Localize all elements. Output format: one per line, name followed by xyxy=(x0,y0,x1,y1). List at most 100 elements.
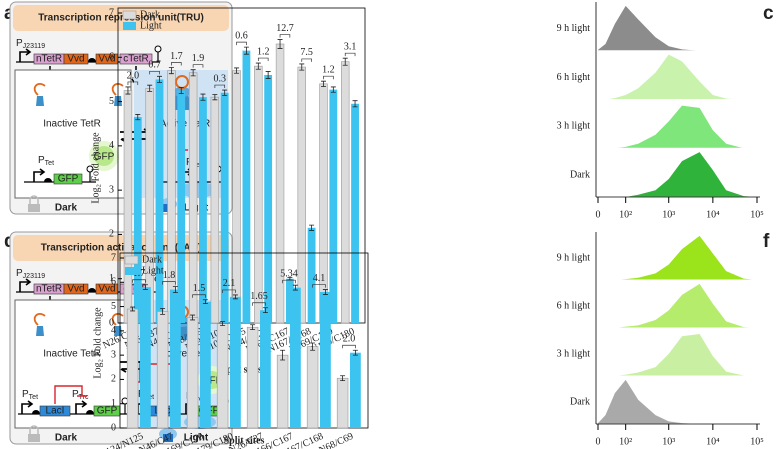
error-bar xyxy=(322,289,328,295)
y-tick-label: 1 xyxy=(109,273,114,284)
histogram xyxy=(598,235,757,280)
y-tick-label: 3 xyxy=(109,184,114,195)
promoter-arrow xyxy=(75,400,88,414)
gene-label: nTetR xyxy=(36,284,62,295)
row-label: 3 h light xyxy=(557,121,591,132)
bar xyxy=(329,89,338,323)
bar xyxy=(123,90,133,324)
bar xyxy=(285,278,294,323)
bar xyxy=(351,103,359,324)
row-label: 6 h light xyxy=(557,72,591,83)
diagram: Transcription repression unit(TRU)PJ2311… xyxy=(9,1,233,215)
rbs xyxy=(88,58,96,62)
legend-swatch xyxy=(124,255,139,265)
histogram xyxy=(598,54,757,100)
bar xyxy=(336,377,349,429)
glow xyxy=(180,182,216,198)
dark-label: Dark xyxy=(55,433,78,444)
legend-swatch xyxy=(123,22,136,30)
error-bar xyxy=(310,342,316,351)
histogram xyxy=(598,105,757,149)
x-tick-label: 10⁴ xyxy=(706,436,720,447)
gene-label: GFP xyxy=(58,174,79,185)
bracket xyxy=(257,57,269,62)
bar xyxy=(133,117,142,323)
y-tick-label: 7 xyxy=(111,252,116,263)
bracket xyxy=(222,289,236,293)
legend-swatch xyxy=(122,10,137,20)
bar xyxy=(200,301,211,428)
bracket xyxy=(342,344,356,349)
error-bar xyxy=(212,94,218,101)
bar xyxy=(260,310,271,428)
y-tick-label: 4 xyxy=(111,325,116,336)
fold-annotation: 2.0 xyxy=(343,334,356,345)
promoter-label: PTet xyxy=(38,155,54,167)
repression xyxy=(54,385,87,404)
bracket xyxy=(192,294,206,298)
promoter-main: P xyxy=(38,155,45,166)
bracket xyxy=(192,64,204,68)
promoter-arrow xyxy=(19,48,32,62)
error-bar xyxy=(262,307,268,314)
promoter-arrow xyxy=(19,278,32,292)
plot-frame xyxy=(119,252,369,429)
bracket xyxy=(171,62,182,66)
y-axis-label: Log₂ Fold change xyxy=(90,132,101,204)
bar xyxy=(126,308,139,429)
y-tick-label: 1 xyxy=(111,398,116,409)
bracket xyxy=(162,281,176,285)
fold-annotation: 0.6 xyxy=(235,30,248,41)
legend-label: Light xyxy=(140,20,162,31)
rbs xyxy=(44,178,52,182)
bar xyxy=(199,97,207,324)
bar xyxy=(216,323,229,429)
bar xyxy=(341,61,350,324)
diagram-title: Transcription activation unit(TAU) xyxy=(41,243,201,254)
error-bar xyxy=(147,84,153,92)
lock-shackle xyxy=(29,425,39,434)
error-bar xyxy=(190,314,196,321)
gfp-label: GFP xyxy=(202,376,223,387)
plot-frame xyxy=(117,7,366,324)
error-bar xyxy=(220,321,226,326)
error-bar xyxy=(125,86,131,95)
bracket xyxy=(323,75,334,80)
x-tick-label: 10³ xyxy=(662,209,675,220)
x-tick-label: 10³ xyxy=(662,436,675,447)
promoter-sub: J23119 xyxy=(23,43,46,50)
gene-label: Vvd xyxy=(98,284,115,295)
light-label: Light xyxy=(184,433,209,444)
gene-label: GFP xyxy=(97,406,118,417)
error-bar xyxy=(342,57,348,66)
y-tick-label: 6 xyxy=(111,277,116,288)
lock-shackle xyxy=(29,195,39,204)
protein xyxy=(36,326,44,336)
bracket xyxy=(252,302,266,306)
y-tick-label: 2 xyxy=(109,229,114,240)
terminator-head xyxy=(154,45,162,53)
bar xyxy=(306,346,319,429)
bulb-icon xyxy=(163,434,173,442)
error-bar xyxy=(232,294,238,300)
gene-label: Vvd xyxy=(67,284,84,295)
promoter-sub: J23119 xyxy=(23,273,46,280)
promoter-arrow xyxy=(21,400,34,414)
histogram xyxy=(598,379,757,424)
bar xyxy=(264,75,273,323)
histogram xyxy=(598,5,757,51)
bar xyxy=(177,90,186,323)
fold-annotation: 12.7 xyxy=(276,23,294,34)
y-tick-label: 5 xyxy=(111,301,116,312)
legend-label: Dark xyxy=(142,254,162,265)
bar xyxy=(290,287,301,428)
y-tick-label: 2 xyxy=(111,374,116,385)
bracket xyxy=(344,52,356,57)
x-axis-label: Split sites xyxy=(224,435,265,446)
bracket xyxy=(149,70,160,75)
photosensor xyxy=(111,313,124,326)
x-tick-label: 10² xyxy=(619,209,632,220)
x-tick-label: 0 xyxy=(596,209,601,220)
bar xyxy=(230,296,241,428)
